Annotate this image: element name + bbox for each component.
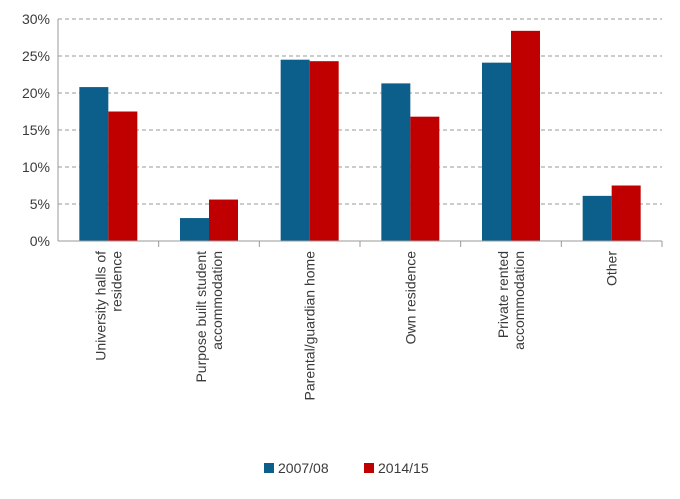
category-label: Own residence (402, 251, 418, 345)
category-label: residence (108, 251, 124, 312)
y-tick-label: 25% (22, 48, 50, 64)
legend: 2007/08 2014/15 (264, 460, 429, 476)
y-axis-tick-labels: 0% 5% 10% 15% 20% 25% 30% (22, 11, 50, 249)
bar (511, 30, 540, 242)
bar (582, 195, 612, 241)
legend-label: 2007/08 (278, 460, 329, 476)
bar (280, 59, 310, 242)
y-tick-label: 10% (22, 159, 50, 175)
y-tick-label: 15% (22, 122, 50, 138)
bar (482, 62, 511, 241)
x-axis (57, 19, 663, 247)
gridlines (58, 18, 662, 205)
legend-swatch (264, 463, 274, 473)
category-label: Parental/guardian home (302, 251, 318, 401)
bar (410, 116, 440, 241)
bar (79, 87, 109, 241)
y-tick-label: 0% (30, 233, 50, 249)
bar (381, 83, 411, 241)
bars (79, 30, 641, 242)
bar (108, 111, 138, 241)
category-label: University halls of (92, 251, 108, 361)
category-labels: University halls of residence Purpose buil… (92, 251, 619, 401)
category-label: Purpose built student (193, 251, 209, 383)
category-label: accommodation (511, 251, 527, 350)
bar (611, 185, 641, 241)
bar (309, 61, 339, 242)
category-label: Private rented (495, 251, 511, 338)
bar (209, 199, 238, 241)
category-label: Other (604, 251, 620, 286)
legend-label: 2014/15 (378, 460, 429, 476)
legend-swatch (364, 463, 374, 473)
category-label: accommodation (209, 251, 225, 350)
y-tick-label: 5% (30, 196, 50, 212)
y-tick-label: 30% (22, 11, 50, 27)
y-tick-label: 20% (22, 85, 50, 101)
bar (180, 218, 209, 241)
